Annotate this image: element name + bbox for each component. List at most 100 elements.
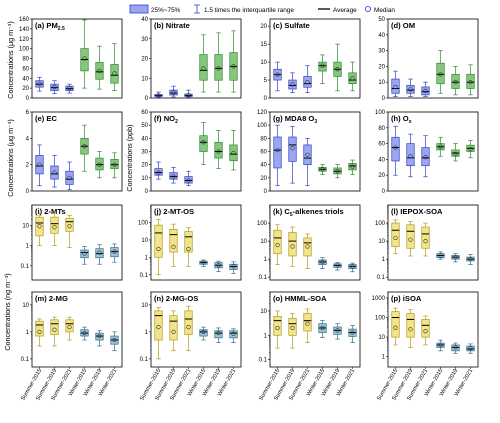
- y-tick-label: 0: [145, 96, 149, 102]
- median-marker: [335, 169, 340, 174]
- box-winter-2019: [95, 244, 104, 265]
- legend-whisker-label: 1.5 times the interquartile range: [204, 7, 294, 14]
- iqr-box: [110, 64, 119, 84]
- box-summer-2019: [288, 312, 297, 349]
- box-summer-2019: [50, 212, 59, 246]
- panel-title: (b) Nitrate: [154, 21, 190, 30]
- median-marker: [171, 174, 176, 179]
- y-tick-label: 80: [22, 57, 29, 63]
- y-tick-label: 10: [260, 239, 267, 245]
- panel-frame: [31, 291, 123, 368]
- box-summer-2021: [184, 305, 193, 352]
- iqr-box: [436, 62, 445, 85]
- box-summer-2015: [273, 124, 282, 187]
- box-summer-2015: [391, 70, 400, 97]
- y-tick-label: 20: [260, 176, 267, 182]
- panel-h: 0 20 40 60 80 100 (h) Ox: [375, 110, 479, 195]
- box-summer-2019: [406, 309, 415, 348]
- panel-i: 0.1 1 10 (i) 2-MTs: [21, 204, 123, 281]
- y-tick-label: 1: [26, 244, 30, 250]
- box-winter-2021: [229, 30, 238, 93]
- box-winter-2015: [199, 326, 208, 341]
- box-winter-2021: [466, 64, 475, 96]
- panel-frame: [31, 204, 123, 281]
- panel-frame: [387, 291, 479, 368]
- y-tick-label: 100: [375, 221, 386, 227]
- panel-frame: [269, 204, 361, 281]
- iqr-box: [451, 344, 460, 352]
- median-marker: [305, 80, 310, 85]
- y-tick-label: 0.1: [140, 357, 149, 363]
- median-marker: [423, 329, 428, 334]
- box-summer-2021: [65, 83, 74, 94]
- box-summer-2021: [421, 315, 430, 346]
- panel-title: (n) 2-MG-OS: [154, 294, 198, 303]
- box-summer-2021: [184, 89, 193, 98]
- y-tick-label: 0: [382, 96, 386, 102]
- panel-frame: [387, 111, 479, 192]
- y-tick-label: 40: [260, 163, 267, 169]
- y-tick-label: 1: [145, 330, 149, 336]
- box-summer-2015: [35, 76, 44, 92]
- median-marker: [438, 144, 443, 149]
- median-marker: [216, 263, 221, 268]
- y-tick-label: 40: [378, 33, 385, 39]
- y-tick-label: 60: [141, 110, 148, 116]
- median-marker: [216, 149, 221, 154]
- iqr-box: [421, 319, 430, 338]
- box-winter-2019: [214, 130, 223, 169]
- panel-n: 0.1 1 10 (n) 2-MG-OS: [140, 291, 242, 368]
- box-winter-2019: [451, 342, 460, 354]
- y-tick-label: 20: [378, 64, 385, 70]
- y-tick-label: 100: [257, 123, 268, 129]
- y-tick-label: 100: [257, 221, 268, 227]
- box-summer-2021: [184, 170, 193, 187]
- iqr-box: [80, 249, 89, 259]
- y-tick-label: 40: [141, 17, 148, 23]
- median-marker: [156, 246, 161, 252]
- box-winter-2015: [318, 320, 327, 339]
- median-marker: [67, 224, 72, 229]
- median-marker: [290, 146, 295, 151]
- median-marker: [320, 259, 325, 265]
- y-tick-label: 1: [382, 355, 386, 361]
- panel-frame: [150, 111, 242, 192]
- iqr-box: [348, 72, 357, 84]
- box-winter-2015: [436, 339, 445, 352]
- box-winter-2021: [110, 331, 119, 352]
- iqr-box: [199, 329, 208, 337]
- iqr-box: [273, 229, 282, 255]
- box-winter-2019: [333, 164, 342, 179]
- box-winter-2021: [110, 243, 119, 263]
- y-tick-label: 1: [145, 255, 149, 261]
- median-marker: [468, 147, 473, 152]
- iqr-box: [318, 61, 327, 72]
- box-summer-2021: [421, 135, 430, 178]
- median-marker: [408, 327, 413, 332]
- box-summer-2019: [169, 223, 178, 267]
- box-summer-2019: [169, 310, 178, 352]
- box-summer-2019: [288, 226, 297, 267]
- iqr-box: [65, 217, 74, 232]
- panel-frame: [150, 291, 242, 368]
- iqr-box: [273, 136, 282, 169]
- median-marker: [393, 325, 398, 330]
- iqr-box: [95, 157, 104, 171]
- box-winter-2015: [80, 246, 89, 265]
- median-marker: [231, 64, 236, 69]
- median-marker: [275, 72, 280, 77]
- median-marker: [231, 264, 236, 269]
- iqr-box: [466, 73, 475, 89]
- iqr-box: [288, 232, 297, 257]
- y-tick-label: 0.1: [140, 273, 149, 279]
- y-tick-label: 1: [382, 257, 386, 263]
- box-summer-2021: [65, 316, 74, 341]
- y-tick-label: 4: [26, 136, 30, 142]
- y-tick-label: 0: [26, 96, 30, 102]
- iqr-box: [406, 224, 415, 249]
- median-marker: [453, 80, 458, 85]
- iqr-box: [288, 79, 297, 90]
- median-marker: [186, 246, 191, 252]
- box-winter-2019: [214, 327, 223, 343]
- panel-g: 0 20 40 60 80 100 120 (g) MDA8 O3: [257, 110, 361, 195]
